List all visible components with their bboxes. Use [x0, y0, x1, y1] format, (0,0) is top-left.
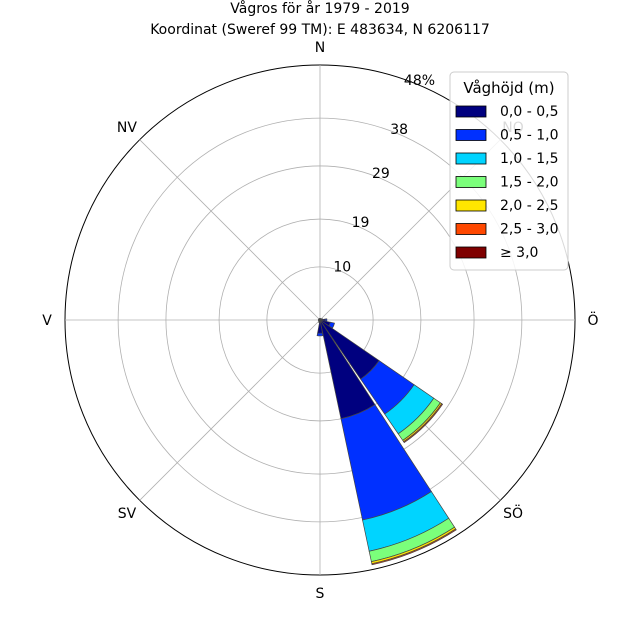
- radial-tick-labels: 10 19 29 38 48%: [333, 73, 435, 276]
- legend-label: 0,0 - 0,5: [500, 104, 558, 120]
- sector-bar-segment: [328, 321, 335, 329]
- legend-label: 2,0 - 2,5: [500, 198, 558, 214]
- radial-tick-label: 29: [372, 166, 390, 182]
- legend-swatch: [455, 129, 487, 141]
- legend-swatch: [455, 176, 487, 188]
- legend-swatch: [455, 105, 487, 118]
- direction-label: NV: [117, 120, 137, 136]
- legend: Våghöjd (m) 0,0 - 0,5 0,5 - 1,0 1,0 - 1,5 1…: [449, 71, 569, 271]
- direction-label: SV: [118, 506, 137, 522]
- legend-label: 0,5 - 1,0: [500, 128, 558, 144]
- direction-label: Ö: [587, 311, 598, 329]
- chart-title: Vågros för år 1979 - 2019: [230, 0, 409, 17]
- sector-bar-segment: [324, 318, 328, 322]
- legend-label: ≥ 3,0: [500, 245, 538, 261]
- legend-swatch: [455, 199, 487, 212]
- grid-spoke: [139, 319, 321, 501]
- radial-tick-label: 48%: [404, 73, 435, 89]
- legend-swatch: [455, 223, 487, 235]
- radial-tick-label: 19: [352, 215, 370, 231]
- legend-label: 2,5 - 3,0: [500, 222, 558, 238]
- legend-label: 1,0 - 1,5: [500, 151, 558, 167]
- radial-tick-label: 10: [333, 259, 351, 275]
- legend-box: [449, 71, 569, 271]
- sector-bar-segment: [371, 528, 457, 566]
- direction-label: N: [315, 40, 325, 56]
- sector-bars: [316, 318, 457, 566]
- legend-swatch: [455, 152, 487, 165]
- legend-swatch: [455, 246, 487, 259]
- direction-label: V: [42, 313, 52, 329]
- sector-bar-segment: [403, 403, 444, 444]
- radial-tick-label: 38: [390, 122, 408, 138]
- chart-subtitle: Koordinat (Sweref 99 TM): E 483634, N 62…: [150, 22, 490, 38]
- direction-label: SÖ: [503, 504, 523, 522]
- grid-spoke: [139, 139, 321, 321]
- legend-title: Våghöjd (m): [463, 79, 554, 97]
- legend-label: 1,5 - 2,0: [500, 175, 558, 191]
- sector-bar-segment: [316, 332, 324, 337]
- direction-label: S: [316, 586, 325, 602]
